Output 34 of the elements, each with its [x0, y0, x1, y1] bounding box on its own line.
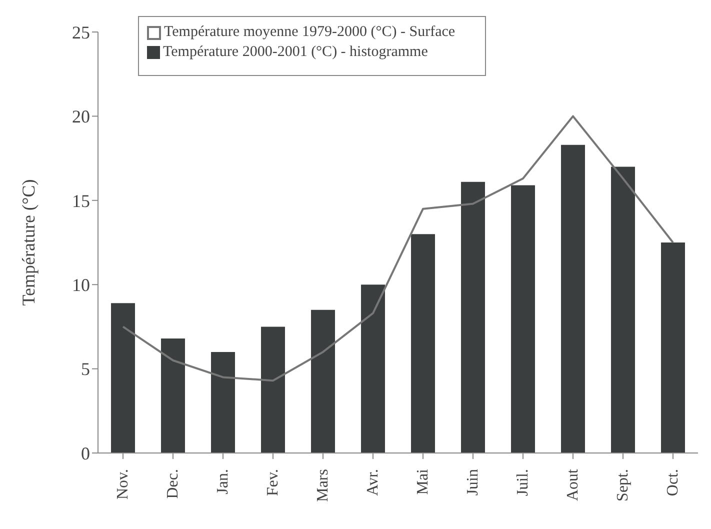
x-tick-label: Sept. — [614, 469, 632, 502]
x-tick-label: Jan. — [214, 469, 232, 494]
bar — [361, 284, 385, 453]
bar — [311, 310, 335, 453]
x-tick-label: Fev. — [264, 469, 282, 496]
bar — [661, 242, 685, 453]
bar — [611, 166, 635, 453]
y-tick-label: 20 — [72, 106, 90, 127]
bar — [461, 182, 485, 453]
y-tick-label: 10 — [72, 274, 90, 295]
bar — [161, 338, 185, 453]
bar — [111, 303, 135, 453]
bar — [411, 234, 435, 453]
x-tick-label: Juil. — [514, 469, 532, 496]
legend-label: Température moyenne 1979-2000 (°C) - Surface — [164, 23, 456, 41]
x-tick-label: Oct. — [664, 469, 682, 496]
x-tick-label: Dec. — [164, 469, 182, 499]
x-tick-label: Juin — [464, 469, 482, 496]
x-tick-label: Nov. — [114, 469, 132, 500]
x-tick-label: Aout — [564, 468, 582, 501]
bar — [211, 352, 235, 453]
x-tick-label: Mai — [414, 468, 432, 495]
bar — [261, 326, 285, 453]
bar — [561, 144, 585, 453]
y-tick-label: 25 — [72, 22, 90, 42]
x-tick-label: Avr. — [364, 469, 382, 496]
y-tick-label: 0 — [81, 443, 90, 464]
y-tick-label: 5 — [81, 359, 90, 380]
bar — [511, 185, 535, 453]
x-tick-label: Mars — [314, 469, 332, 502]
legend-label: Température 2000-2001 (°C) - histogramme — [163, 43, 428, 61]
y-axis-title: Température (°C) — [18, 179, 38, 306]
line-series — [122, 115, 674, 382]
y-tick-label: 15 — [72, 190, 90, 211]
